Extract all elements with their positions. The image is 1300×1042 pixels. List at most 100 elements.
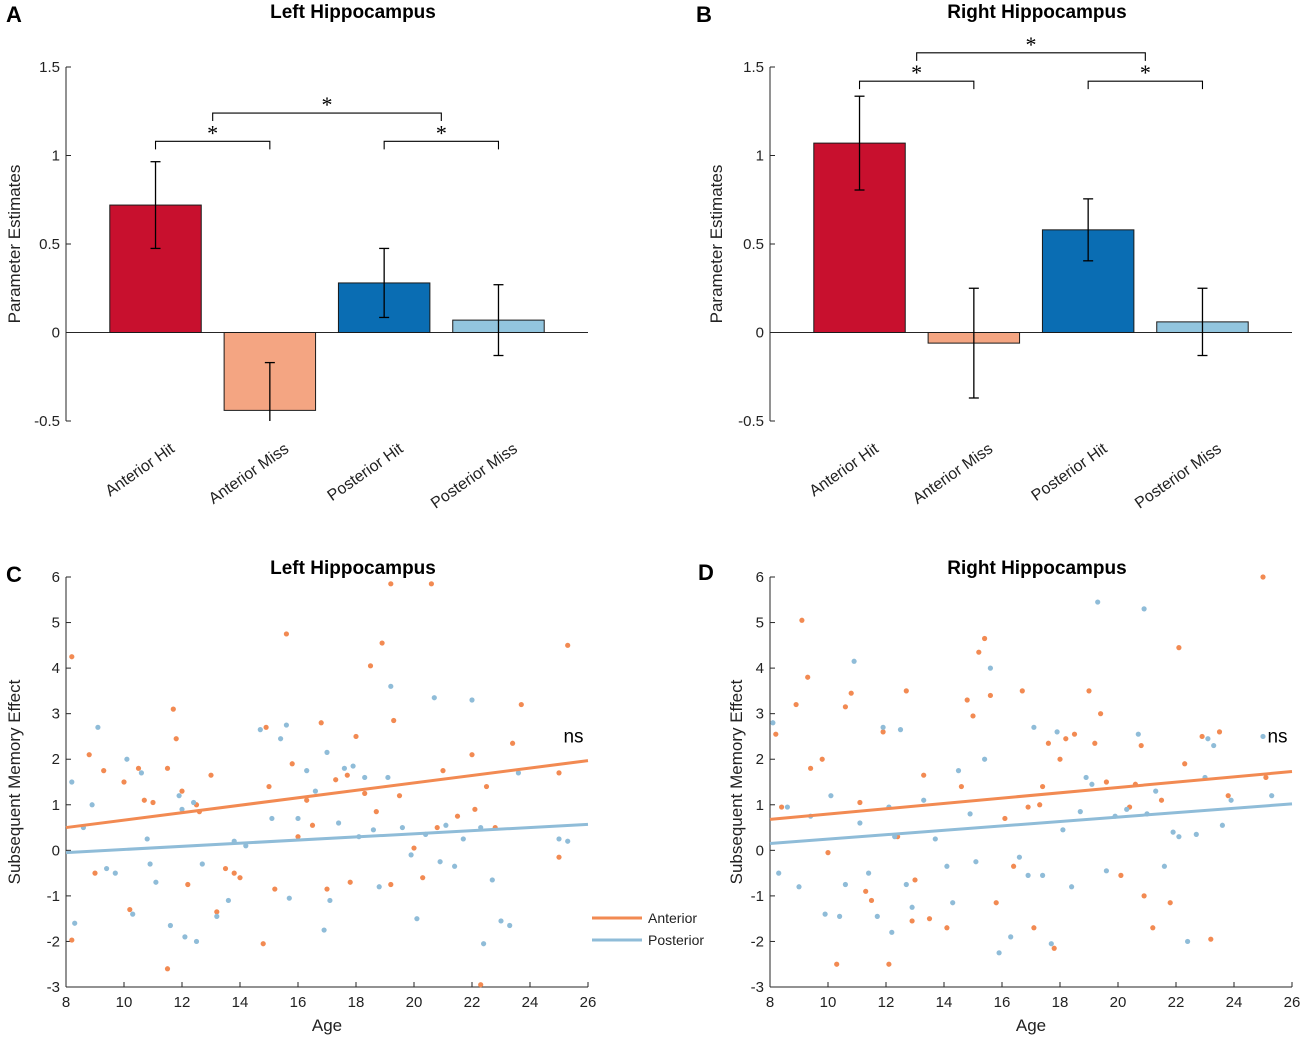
- panel-d-anterior-point: [1051, 945, 1057, 951]
- panel-c-anterior-point: [362, 790, 368, 796]
- panel-d-anterior-point: [1176, 645, 1182, 651]
- panel-c-posterior-point: [199, 861, 205, 867]
- panel-d-posterior-point: [1089, 781, 1095, 787]
- panel-c-legend-label-posterior: Posterior: [648, 932, 704, 948]
- panel-c-posterior-point: [408, 852, 414, 858]
- panel-c-anterior-point: [556, 770, 562, 776]
- panel-d-posterior-point: [776, 870, 782, 876]
- panel-c-anterior-point: [556, 854, 562, 860]
- panel-c-posterior-point: [350, 763, 356, 769]
- panel-d-anterior-point: [880, 729, 886, 735]
- panel-d-posterior-point: [1060, 827, 1066, 833]
- panel-c-anterior-point: [565, 642, 571, 648]
- panel-d-anterior-point: [808, 765, 814, 771]
- panel-b-significance-star: *: [1026, 32, 1037, 57]
- panel-d-x-tick-label: 8: [766, 994, 774, 1011]
- panel-c-x-tick-label: 26: [580, 994, 597, 1011]
- panel-c-y-tick-label: -3: [47, 979, 60, 996]
- panel-b-y-tick-label: 1: [756, 148, 764, 165]
- panel-a-title: Left Hippocampus: [270, 2, 436, 23]
- panel-a-significance-star: *: [207, 120, 218, 145]
- panel-c-y-tick-label: 4: [52, 660, 60, 677]
- panel-c-posterior-point: [278, 736, 284, 742]
- panel-d-y-tick-label: -1: [751, 888, 764, 905]
- panel-c-y-tick-label: -1: [47, 888, 60, 905]
- panel-d-posterior-point: [889, 929, 895, 935]
- panel-d-anterior-point: [1092, 740, 1098, 746]
- panel-d-anterior-point: [921, 772, 927, 778]
- panel-c-anterior-point: [472, 806, 478, 812]
- panel-c-anterior-point: [367, 663, 374, 669]
- panel-a-significance-bracket: [154, 140, 271, 150]
- panel-c-x-tick-label: 22: [464, 994, 481, 1011]
- panel-c-posterior-point: [362, 774, 368, 781]
- panel-c-anterior-point: [509, 740, 516, 746]
- panel-a-category-label-posterior-miss: Posterior Miss: [428, 440, 521, 512]
- panel-d-posterior-point: [1161, 863, 1167, 869]
- panel-c-posterior-point: [385, 774, 391, 781]
- panel-d-posterior-point: [967, 811, 973, 817]
- panel-c-posterior-point: [243, 843, 249, 849]
- panel-d-y-tick-label: -2: [751, 933, 764, 950]
- panel-d-anterior-point: [886, 961, 892, 967]
- panel-c-anterior-point: [324, 886, 330, 892]
- panel-d-anterior-point: [1225, 793, 1231, 799]
- panel-d-anterior-point: [1199, 733, 1205, 740]
- panel-d-posterior-point: [842, 881, 849, 888]
- panel-letter-d: D: [698, 560, 714, 585]
- panel-c-anterior-point: [164, 966, 171, 972]
- panel-c-anterior-point: [260, 941, 266, 947]
- panel-c-posterior-fit-line: [65, 822, 589, 855]
- panel-c-anterior-point: [135, 765, 142, 771]
- panel-b-y-axis-label: Parameter Estimates: [707, 165, 726, 324]
- panel-d-anterior-point: [848, 690, 854, 696]
- panel-c-anterior-point: [333, 777, 339, 783]
- panel-c-posterior-point: [72, 920, 78, 926]
- panel-c-anterior-point: [173, 736, 179, 742]
- panel-a-category-label-posterior-hit: Posterior Hit: [325, 440, 407, 505]
- panel-c-anterior-point: [396, 793, 403, 799]
- panel-c-posterior-point: [225, 897, 231, 904]
- panel-d-x-tick-label: 12: [878, 994, 895, 1011]
- panel-c-posterior-point: [336, 820, 342, 826]
- panel-c-posterior-point: [515, 770, 522, 776]
- panel-c-anterior-point: [150, 799, 156, 806]
- panel-b-category-label-anterior-hit: Anterior Hit: [807, 440, 883, 500]
- panel-c-anterior-point: [185, 881, 191, 888]
- panel-d-posterior-point: [950, 900, 956, 906]
- panel-d-anterior-point: [1040, 783, 1046, 790]
- panel-d-anterior-point: [1086, 688, 1092, 694]
- panel-c-anterior-point: [121, 779, 127, 785]
- panel-d-x-axis-label: Age: [1016, 1016, 1046, 1035]
- panel-d-anterior-point: [970, 713, 976, 719]
- panel-b-y-tick-label: 0: [756, 325, 764, 342]
- panel-d-y-axis-label: Subsequent Memory Effect: [727, 679, 746, 884]
- panel-d-posterior-point: [1211, 742, 1217, 749]
- panel-d-anterior-point: [1216, 729, 1223, 735]
- panel-d-anterior-point: [1002, 815, 1008, 822]
- panel-d-anterior-point: [926, 916, 933, 922]
- panel-a-y-tick-label: 0.5: [39, 236, 60, 253]
- panel-d-anterior-point: [1071, 731, 1078, 737]
- panel-c-anterior-point: [388, 581, 394, 587]
- panel-c-y-tick-label: 5: [52, 615, 60, 632]
- panel-b-significance-star: *: [1140, 60, 1151, 85]
- panel-c-y-tick-label: 3: [52, 706, 60, 723]
- panel-d-anterior-point: [857, 799, 863, 806]
- panel-b-category-label-posterior-miss: Posterior Miss: [1132, 440, 1225, 512]
- panel-a-significance-star: *: [436, 120, 447, 145]
- panel-a-y-axis-label: Parameter Estimates: [5, 165, 24, 324]
- panel-c-posterior-point: [95, 724, 101, 730]
- panel-c-x-tick-label: 14: [232, 994, 249, 1011]
- panel-d-posterior-point: [1016, 854, 1023, 860]
- panel-c-y-tick-label: 1: [52, 797, 60, 814]
- panel-d-anterior-point: [1037, 802, 1043, 808]
- panel-d-anterior-point: [793, 701, 799, 708]
- panel-c-posterior-point: [431, 695, 437, 701]
- panel-c-anterior-point: [86, 752, 92, 758]
- panel-d-posterior-point: [973, 859, 979, 865]
- panel-d-anterior-point: [805, 674, 811, 680]
- panel-c-posterior-point: [147, 861, 153, 867]
- panel-c-posterior-point: [565, 838, 571, 844]
